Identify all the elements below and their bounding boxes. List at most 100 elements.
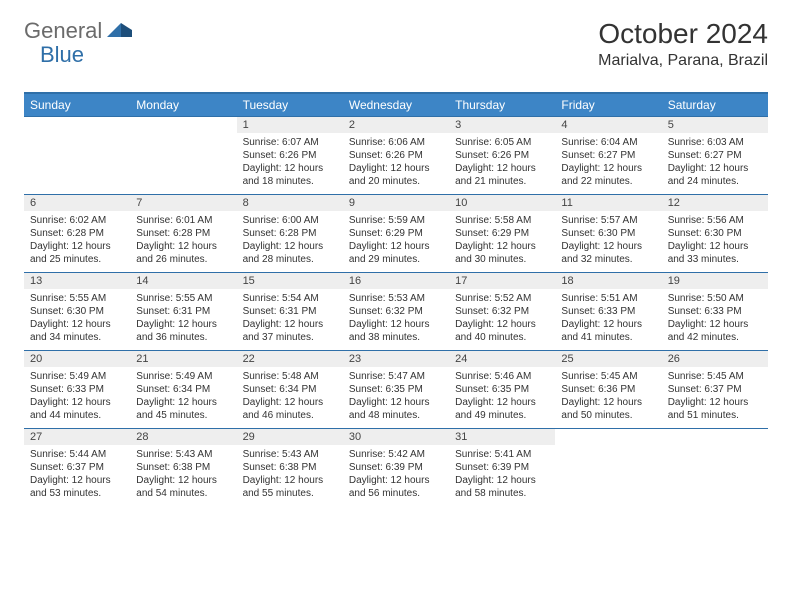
day-number-cell: 17 — [449, 273, 555, 290]
sunset-line: Sunset: 6:33 PM — [668, 305, 762, 318]
daylight-line: Daylight: 12 hours and 48 minutes. — [349, 396, 443, 422]
day-number-cell — [555, 429, 661, 446]
day-number-cell: 14 — [130, 273, 236, 290]
sunset-line: Sunset: 6:35 PM — [455, 383, 549, 396]
sunrise-line: Sunrise: 6:04 AM — [561, 136, 655, 149]
day-content-cell — [130, 133, 236, 195]
daylight-line: Daylight: 12 hours and 36 minutes. — [136, 318, 230, 344]
day-number-cell: 4 — [555, 117, 661, 134]
day-content-cell — [555, 445, 661, 506]
day-header: Saturday — [662, 93, 768, 117]
daylight-line: Daylight: 12 hours and 44 minutes. — [30, 396, 124, 422]
sunset-line: Sunset: 6:27 PM — [668, 149, 762, 162]
sunrise-line: Sunrise: 5:45 AM — [561, 370, 655, 383]
title-block: October 2024 Marialva, Parana, Brazil — [598, 18, 768, 70]
day-content-cell: Sunrise: 5:50 AMSunset: 6:33 PMDaylight:… — [662, 289, 768, 351]
logo-text-blue: Blue — [40, 42, 84, 67]
daylight-line: Daylight: 12 hours and 34 minutes. — [30, 318, 124, 344]
day-number-cell: 30 — [343, 429, 449, 446]
sunrise-line: Sunrise: 5:49 AM — [136, 370, 230, 383]
sunset-line: Sunset: 6:26 PM — [243, 149, 337, 162]
daylight-line: Daylight: 12 hours and 18 minutes. — [243, 162, 337, 188]
calendar-head: SundayMondayTuesdayWednesdayThursdayFrid… — [24, 93, 768, 117]
day-content-cell: Sunrise: 5:52 AMSunset: 6:32 PMDaylight:… — [449, 289, 555, 351]
sunset-line: Sunset: 6:32 PM — [455, 305, 549, 318]
day-content-cell: Sunrise: 5:59 AMSunset: 6:29 PMDaylight:… — [343, 211, 449, 273]
sunset-line: Sunset: 6:29 PM — [349, 227, 443, 240]
day-content-cell: Sunrise: 5:44 AMSunset: 6:37 PMDaylight:… — [24, 445, 130, 506]
daylight-line: Daylight: 12 hours and 37 minutes. — [243, 318, 337, 344]
sunrise-line: Sunrise: 6:07 AM — [243, 136, 337, 149]
day-content-cell: Sunrise: 5:43 AMSunset: 6:38 PMDaylight:… — [237, 445, 343, 506]
sunrise-line: Sunrise: 5:47 AM — [349, 370, 443, 383]
day-content-cell: Sunrise: 5:48 AMSunset: 6:34 PMDaylight:… — [237, 367, 343, 429]
daylight-line: Daylight: 12 hours and 49 minutes. — [455, 396, 549, 422]
day-number-cell: 22 — [237, 351, 343, 368]
sunset-line: Sunset: 6:39 PM — [455, 461, 549, 474]
sunset-line: Sunset: 6:26 PM — [349, 149, 443, 162]
sunrise-line: Sunrise: 5:54 AM — [243, 292, 337, 305]
daylight-line: Daylight: 12 hours and 33 minutes. — [668, 240, 762, 266]
sunrise-line: Sunrise: 5:41 AM — [455, 448, 549, 461]
sunset-line: Sunset: 6:33 PM — [561, 305, 655, 318]
day-number-cell: 31 — [449, 429, 555, 446]
day-number-cell: 19 — [662, 273, 768, 290]
day-content-cell: Sunrise: 5:49 AMSunset: 6:33 PMDaylight:… — [24, 367, 130, 429]
sunset-line: Sunset: 6:39 PM — [349, 461, 443, 474]
day-content-cell: Sunrise: 5:54 AMSunset: 6:31 PMDaylight:… — [237, 289, 343, 351]
sunset-line: Sunset: 6:27 PM — [561, 149, 655, 162]
daylight-line: Daylight: 12 hours and 20 minutes. — [349, 162, 443, 188]
daylight-line: Daylight: 12 hours and 55 minutes. — [243, 474, 337, 500]
day-content-cell: Sunrise: 6:00 AMSunset: 6:28 PMDaylight:… — [237, 211, 343, 273]
sunset-line: Sunset: 6:28 PM — [30, 227, 124, 240]
day-content-cell: Sunrise: 6:06 AMSunset: 6:26 PMDaylight:… — [343, 133, 449, 195]
sunset-line: Sunset: 6:26 PM — [455, 149, 549, 162]
day-content-cell: Sunrise: 5:49 AMSunset: 6:34 PMDaylight:… — [130, 367, 236, 429]
day-number-cell: 18 — [555, 273, 661, 290]
daylight-line: Daylight: 12 hours and 41 minutes. — [561, 318, 655, 344]
day-number-cell — [130, 117, 236, 134]
month-title: October 2024 — [598, 18, 768, 50]
day-header: Friday — [555, 93, 661, 117]
day-number-cell: 11 — [555, 195, 661, 212]
sunrise-line: Sunrise: 6:05 AM — [455, 136, 549, 149]
sunset-line: Sunset: 6:37 PM — [668, 383, 762, 396]
day-content-cell: Sunrise: 6:04 AMSunset: 6:27 PMDaylight:… — [555, 133, 661, 195]
day-number-cell: 27 — [24, 429, 130, 446]
sunrise-line: Sunrise: 5:43 AM — [243, 448, 337, 461]
daylight-line: Daylight: 12 hours and 32 minutes. — [561, 240, 655, 266]
day-header: Thursday — [449, 93, 555, 117]
day-content-cell: Sunrise: 5:41 AMSunset: 6:39 PMDaylight:… — [449, 445, 555, 506]
sunset-line: Sunset: 6:30 PM — [561, 227, 655, 240]
sunrise-line: Sunrise: 5:55 AM — [30, 292, 124, 305]
day-number-cell: 13 — [24, 273, 130, 290]
daylight-line: Daylight: 12 hours and 45 minutes. — [136, 396, 230, 422]
sunrise-line: Sunrise: 5:59 AM — [349, 214, 443, 227]
sunrise-line: Sunrise: 5:42 AM — [349, 448, 443, 461]
sunset-line: Sunset: 6:35 PM — [349, 383, 443, 396]
sunset-line: Sunset: 6:38 PM — [243, 461, 337, 474]
day-header: Tuesday — [237, 93, 343, 117]
day-number-cell: 15 — [237, 273, 343, 290]
sunrise-line: Sunrise: 5:48 AM — [243, 370, 337, 383]
sunrise-line: Sunrise: 6:01 AM — [136, 214, 230, 227]
sunset-line: Sunset: 6:33 PM — [30, 383, 124, 396]
day-content-cell: Sunrise: 5:51 AMSunset: 6:33 PMDaylight:… — [555, 289, 661, 351]
sunrise-line: Sunrise: 6:03 AM — [668, 136, 762, 149]
sunrise-line: Sunrise: 5:49 AM — [30, 370, 124, 383]
day-number-cell — [662, 429, 768, 446]
day-content-cell: Sunrise: 5:45 AMSunset: 6:37 PMDaylight:… — [662, 367, 768, 429]
day-content-cell: Sunrise: 5:57 AMSunset: 6:30 PMDaylight:… — [555, 211, 661, 273]
sunset-line: Sunset: 6:37 PM — [30, 461, 124, 474]
day-number-cell: 6 — [24, 195, 130, 212]
sunrise-line: Sunrise: 6:02 AM — [30, 214, 124, 227]
day-content-cell: Sunrise: 5:53 AMSunset: 6:32 PMDaylight:… — [343, 289, 449, 351]
day-number-cell: 8 — [237, 195, 343, 212]
sunset-line: Sunset: 6:28 PM — [136, 227, 230, 240]
sunset-line: Sunset: 6:29 PM — [455, 227, 549, 240]
day-content-cell: Sunrise: 5:55 AMSunset: 6:31 PMDaylight:… — [130, 289, 236, 351]
day-content-cell: Sunrise: 6:07 AMSunset: 6:26 PMDaylight:… — [237, 133, 343, 195]
daylight-line: Daylight: 12 hours and 46 minutes. — [243, 396, 337, 422]
calendar-table: SundayMondayTuesdayWednesdayThursdayFrid… — [24, 92, 768, 506]
logo-text-general: General — [24, 18, 102, 44]
